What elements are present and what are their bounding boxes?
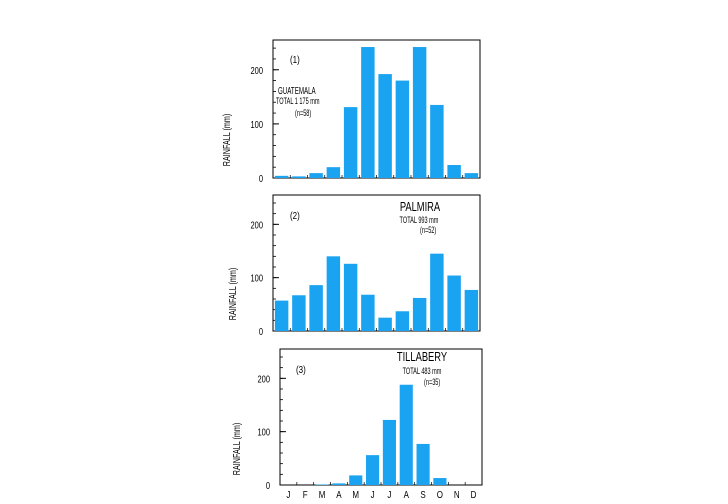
bar-o-9 [430,104,444,178]
bar-j-6 [378,317,392,331]
bar-n-10 [447,275,461,331]
bar-a-3 [332,483,346,485]
bar-f-1 [292,295,306,331]
panel-label: (2) [290,210,300,221]
plot-frame [279,348,483,486]
y-tick-label: 200 [250,219,263,230]
y-axis-label: RAINFALL (mm) [221,114,232,167]
y-tick-label: 200 [250,65,263,76]
bar-m-4 [343,263,358,331]
bar-j-6 [382,419,396,485]
bar-n-10 [447,165,461,178]
bar-a-3 [326,167,341,178]
bar-m-4 [349,475,363,485]
bar-d-11 [464,173,479,178]
bar-d-11 [464,289,479,331]
x-tick-label: O [437,489,443,500]
bar-o-9 [430,253,444,331]
x-tick-label: J [286,489,290,500]
x-tick-label: J [387,489,391,500]
x-tick-label: M [352,489,359,500]
sample-size: (n=52) [420,225,437,236]
y-tick-label: 0 [259,173,263,184]
bar-j-5 [361,47,375,178]
total-rainfall: TOTAL 483 mm [403,366,442,377]
total-rainfall: TOTAL 993 mm [400,215,439,226]
panel-label: (3) [296,364,306,375]
x-tick-label: F [303,489,308,500]
station-name: GUATEMALA [278,84,316,96]
bar-j-0 [274,175,289,178]
bar-a-7 [399,384,413,485]
bar-a-3 [326,256,341,331]
bar-s-8 [412,47,427,178]
y-tick-label: 100 [250,273,263,284]
bar-a-7 [395,311,410,331]
bar-a-7 [395,80,410,178]
bar-j-0 [274,300,289,331]
bar-m-2 [309,285,323,331]
sample-size: (n=58) [295,108,312,119]
sample-size: (n=35) [424,377,441,388]
bar-s-8 [412,297,427,331]
y-axis-label: RAINFALL (mm) [227,268,238,321]
bar-j-5 [361,294,375,331]
bar-j-6 [378,74,392,178]
total-rainfall: TOTAL 1 175 mm [276,96,320,107]
x-tick-label: D [471,489,477,500]
x-tick-label: M [319,489,326,500]
x-tick-label: A [404,489,410,500]
station-name: TILLABERY [397,351,448,365]
bar-s-8 [416,443,430,485]
x-tick-label: J [371,489,375,500]
y-tick-label: 0 [266,480,270,491]
panel-label: (1) [290,54,300,65]
x-tick-label: N [454,489,460,500]
bar-m-4 [343,107,358,178]
bar-o-9 [433,478,447,485]
bar-m-2 [309,173,323,178]
station-name: PALMIRA [400,201,441,215]
y-axis-label: RAINFALL (mm) [231,423,242,476]
y-tick-label: 100 [257,427,270,438]
bar-j-5 [366,455,380,485]
x-tick-label: A [336,489,342,500]
y-tick-label: 200 [257,373,270,384]
y-tick-label: 0 [259,326,263,337]
x-tick-label: S [420,489,425,500]
y-tick-label: 100 [250,119,263,130]
bar-m-2 [315,484,329,485]
bar-f-1 [292,176,306,178]
